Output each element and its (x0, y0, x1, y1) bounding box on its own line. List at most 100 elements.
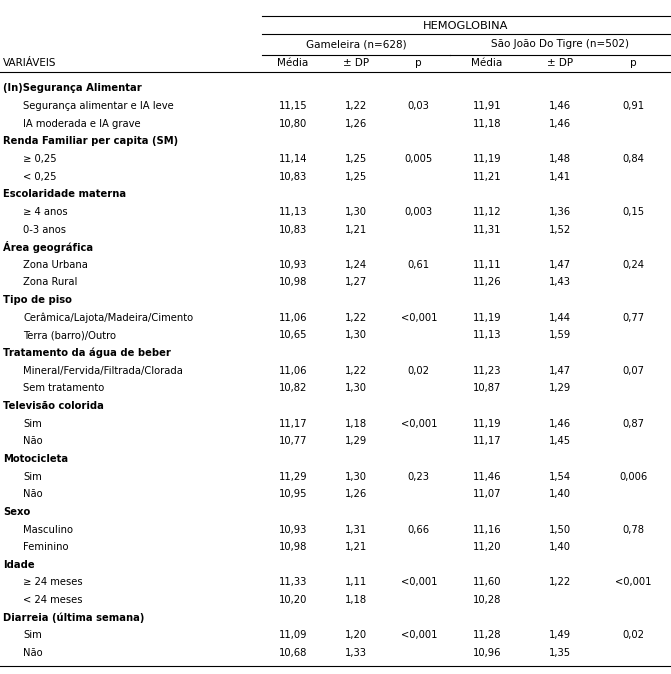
Text: 0-3 anos: 0-3 anos (23, 224, 66, 235)
Text: 1,25: 1,25 (345, 154, 367, 164)
Text: 11,19: 11,19 (472, 313, 501, 323)
Text: Não: Não (23, 436, 43, 446)
Text: 0,02: 0,02 (622, 630, 644, 640)
Text: 1,26: 1,26 (345, 489, 367, 499)
Text: Sexo: Sexo (3, 507, 31, 517)
Text: 1,24: 1,24 (345, 259, 367, 270)
Text: 1,21: 1,21 (345, 542, 367, 552)
Text: 11,21: 11,21 (472, 172, 501, 181)
Text: 1,21: 1,21 (345, 224, 367, 235)
Text: <0,001: <0,001 (401, 419, 437, 429)
Text: 1,27: 1,27 (345, 278, 367, 288)
Text: 10,83: 10,83 (279, 224, 307, 235)
Text: 1,43: 1,43 (549, 278, 571, 288)
Text: 11,11: 11,11 (472, 259, 501, 270)
Text: <0,001: <0,001 (615, 578, 652, 588)
Text: 1,47: 1,47 (549, 366, 571, 375)
Text: p: p (415, 59, 422, 68)
Text: Média: Média (471, 59, 503, 68)
Text: 10,20: 10,20 (279, 595, 307, 605)
Text: 1,59: 1,59 (549, 330, 571, 340)
Text: Mineral/Fervida/Filtrada/Clorada: Mineral/Fervida/Filtrada/Clorada (23, 366, 183, 375)
Text: 1,18: 1,18 (345, 595, 367, 605)
Text: 11,07: 11,07 (472, 489, 501, 499)
Text: <0,001: <0,001 (401, 578, 437, 588)
Text: (In)Segurança Alimentar: (In)Segurança Alimentar (3, 84, 142, 94)
Text: Cerâmica/Lajota/Madeira/Cimento: Cerâmica/Lajota/Madeira/Cimento (23, 313, 194, 323)
Text: 11,15: 11,15 (278, 101, 307, 111)
Text: Gameleira (n=628): Gameleira (n=628) (305, 40, 406, 49)
Text: Sim: Sim (23, 419, 42, 429)
Text: 0,87: 0,87 (622, 419, 644, 429)
Text: 11,20: 11,20 (472, 542, 501, 552)
Text: 0,77: 0,77 (622, 313, 644, 323)
Text: 11,28: 11,28 (472, 630, 501, 640)
Text: 1,22: 1,22 (345, 366, 367, 375)
Text: 11,26: 11,26 (472, 278, 501, 288)
Text: 10,65: 10,65 (279, 330, 307, 340)
Text: 1,30: 1,30 (345, 330, 367, 340)
Text: 1,52: 1,52 (549, 224, 571, 235)
Text: 11,14: 11,14 (279, 154, 307, 164)
Text: 11,13: 11,13 (279, 207, 307, 217)
Text: ≥ 24 meses: ≥ 24 meses (23, 578, 83, 588)
Text: 1,40: 1,40 (549, 489, 571, 499)
Text: 0,02: 0,02 (408, 366, 429, 375)
Text: 11,16: 11,16 (472, 524, 501, 534)
Text: São João Do Tigre (n=502): São João Do Tigre (n=502) (491, 40, 629, 49)
Text: 1,30: 1,30 (345, 472, 367, 482)
Text: 10,96: 10,96 (472, 648, 501, 658)
Text: 0,03: 0,03 (408, 101, 429, 111)
Text: 11,19: 11,19 (472, 154, 501, 164)
Text: 1,26: 1,26 (345, 119, 367, 129)
Text: 11,12: 11,12 (472, 207, 501, 217)
Text: 0,78: 0,78 (622, 524, 644, 534)
Text: 1,33: 1,33 (345, 648, 367, 658)
Text: 1,35: 1,35 (549, 648, 571, 658)
Text: Sim: Sim (23, 630, 42, 640)
Text: 0,66: 0,66 (408, 524, 430, 534)
Text: 1,22: 1,22 (549, 578, 571, 588)
Text: ≥ 4 anos: ≥ 4 anos (23, 207, 68, 217)
Text: 1,29: 1,29 (549, 384, 571, 394)
Text: 0,84: 0,84 (622, 154, 644, 164)
Text: 0,07: 0,07 (622, 366, 644, 375)
Text: 1,36: 1,36 (549, 207, 571, 217)
Text: <0,001: <0,001 (401, 630, 437, 640)
Text: 11,46: 11,46 (472, 472, 501, 482)
Text: 10,80: 10,80 (279, 119, 307, 129)
Text: 1,46: 1,46 (549, 101, 571, 111)
Text: 1,41: 1,41 (549, 172, 571, 181)
Text: 1,48: 1,48 (549, 154, 571, 164)
Text: 11,06: 11,06 (279, 313, 307, 323)
Text: 1,44: 1,44 (549, 313, 571, 323)
Text: HEMOGLOBINA: HEMOGLOBINA (423, 21, 509, 30)
Text: Não: Não (23, 489, 43, 499)
Text: 1,18: 1,18 (345, 419, 367, 429)
Text: ± DP: ± DP (547, 59, 573, 68)
Text: VARIÁVEIS: VARIÁVEIS (3, 59, 57, 68)
Text: 10,93: 10,93 (279, 524, 307, 534)
Text: 11,19: 11,19 (472, 419, 501, 429)
Text: Área geográfica: Área geográfica (3, 241, 93, 253)
Text: 11,31: 11,31 (472, 224, 501, 235)
Text: 10,93: 10,93 (279, 259, 307, 270)
Text: Média: Média (278, 59, 309, 68)
Text: 1,25: 1,25 (345, 172, 367, 181)
Text: 0,005: 0,005 (405, 154, 433, 164)
Text: 11,91: 11,91 (472, 101, 501, 111)
Text: 10,98: 10,98 (279, 542, 307, 552)
Text: 0,24: 0,24 (622, 259, 644, 270)
Text: 11,06: 11,06 (279, 366, 307, 375)
Text: 1,20: 1,20 (345, 630, 367, 640)
Text: 1,29: 1,29 (345, 436, 367, 446)
Text: Segurança alimentar e IA leve: Segurança alimentar e IA leve (23, 101, 174, 111)
Text: < 24 meses: < 24 meses (23, 595, 83, 605)
Text: 10,95: 10,95 (279, 489, 307, 499)
Text: <0,001: <0,001 (401, 313, 437, 323)
Text: 11,29: 11,29 (278, 472, 307, 482)
Text: 10,87: 10,87 (472, 384, 501, 394)
Text: 1,11: 1,11 (345, 578, 367, 588)
Text: < 0,25: < 0,25 (23, 172, 57, 181)
Text: Sim: Sim (23, 472, 42, 482)
